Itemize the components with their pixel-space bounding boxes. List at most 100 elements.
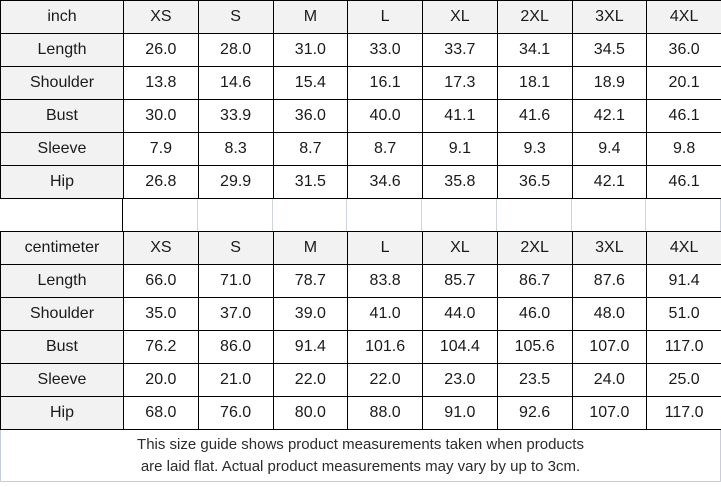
value-cell: 20.1 bbox=[646, 66, 721, 100]
value-cell: 28.0 bbox=[197, 33, 274, 67]
size-header-cell: 3XL bbox=[571, 0, 648, 34]
value-cell: 107.0 bbox=[571, 330, 648, 364]
value-cell: 34.1 bbox=[496, 33, 573, 67]
value-cell: 36.0 bbox=[646, 33, 721, 67]
value-cell: 80.0 bbox=[272, 396, 349, 430]
empty-cell bbox=[497, 199, 572, 231]
value-cell: 44.0 bbox=[422, 297, 498, 331]
value-cell: 22.0 bbox=[272, 363, 349, 397]
value-cell: 33.7 bbox=[422, 33, 498, 67]
value-cell: 91.4 bbox=[646, 264, 721, 298]
measurement-label-cell: Hip bbox=[0, 165, 124, 199]
size-header-cell: 2XL bbox=[496, 0, 573, 34]
size-header-cell: XL bbox=[422, 0, 498, 34]
value-cell: 41.6 bbox=[496, 99, 573, 133]
value-cell: 85.7 bbox=[422, 264, 498, 298]
value-cell: 24.0 bbox=[571, 363, 648, 397]
value-cell: 68.0 bbox=[123, 396, 199, 430]
table-row: Sleeve 7.9 8.3 8.7 8.7 9.1 9.3 9.4 9.8 bbox=[0, 132, 721, 166]
measurement-label-cell: Shoulder bbox=[0, 66, 124, 100]
size-header-cell: XS bbox=[123, 0, 199, 34]
value-cell: 39.0 bbox=[272, 297, 349, 331]
size-header-cell: 2XL bbox=[496, 231, 573, 265]
measurement-label-cell: Sleeve bbox=[0, 363, 124, 397]
value-cell: 88.0 bbox=[347, 396, 423, 430]
value-cell: 9.4 bbox=[571, 132, 648, 166]
value-cell: 26.8 bbox=[123, 165, 199, 199]
value-cell: 35.0 bbox=[123, 297, 199, 331]
table-row: Hip 26.8 29.9 31.5 34.6 35.8 36.5 42.1 4… bbox=[0, 165, 721, 199]
table-row: Sleeve 20.0 21.0 22.0 22.0 23.0 23.5 24.… bbox=[0, 363, 721, 397]
value-cell: 83.8 bbox=[347, 264, 423, 298]
measurement-label-cell: Hip bbox=[0, 396, 124, 430]
empty-row bbox=[0, 199, 721, 231]
size-header-cell: M bbox=[272, 0, 349, 34]
value-cell: 9.3 bbox=[496, 132, 573, 166]
value-cell: 117.0 bbox=[646, 396, 721, 430]
size-header-cell: XS bbox=[123, 231, 199, 265]
size-header-cell: XL bbox=[422, 231, 498, 265]
value-cell: 29.9 bbox=[197, 165, 274, 199]
value-cell: 87.6 bbox=[571, 264, 648, 298]
value-cell: 18.9 bbox=[571, 66, 648, 100]
table-row: Shoulder 13.8 14.6 15.4 16.1 17.3 18.1 1… bbox=[0, 66, 721, 100]
unit-header-cell: centimeter bbox=[0, 231, 124, 265]
size-header-cell: L bbox=[347, 231, 423, 265]
value-cell: 17.3 bbox=[422, 66, 498, 100]
size-header-cell: S bbox=[197, 231, 274, 265]
size-table-inch: inch XS S M L XL 2XL 3XL 4XL Length 26.0… bbox=[0, 0, 721, 199]
value-cell: 25.0 bbox=[646, 363, 721, 397]
value-cell: 46.1 bbox=[646, 165, 721, 199]
measurement-label-cell: Shoulder bbox=[0, 297, 124, 331]
size-header-cell: 3XL bbox=[571, 231, 648, 265]
empty-cell bbox=[347, 199, 422, 231]
measurement-label-cell: Length bbox=[0, 33, 124, 67]
empty-cell bbox=[422, 199, 497, 231]
size-header-cell: 4XL bbox=[646, 0, 721, 34]
size-header-cell: 4XL bbox=[646, 231, 721, 265]
size-header-cell: M bbox=[272, 231, 349, 265]
value-cell: 33.0 bbox=[347, 33, 423, 67]
value-cell: 86.0 bbox=[197, 330, 274, 364]
value-cell: 15.4 bbox=[272, 66, 349, 100]
value-cell: 36.0 bbox=[272, 99, 349, 133]
value-cell: 21.0 bbox=[197, 363, 274, 397]
value-cell: 13.8 bbox=[123, 66, 199, 100]
value-cell: 23.5 bbox=[496, 363, 573, 397]
value-cell: 34.5 bbox=[571, 33, 648, 67]
table-row: Length 26.0 28.0 31.0 33.0 33.7 34.1 34.… bbox=[0, 33, 721, 67]
value-cell: 36.5 bbox=[496, 165, 573, 199]
value-cell: 34.6 bbox=[347, 165, 423, 199]
value-cell: 105.6 bbox=[496, 330, 573, 364]
value-cell: 92.6 bbox=[496, 396, 573, 430]
table-row: Bust 30.0 33.9 36.0 40.0 41.1 41.6 42.1 … bbox=[0, 99, 721, 133]
measurement-label-cell: Length bbox=[0, 264, 124, 298]
value-cell: 104.4 bbox=[422, 330, 498, 364]
value-cell: 33.9 bbox=[197, 99, 274, 133]
value-cell: 66.0 bbox=[123, 264, 199, 298]
table-row: Hip 68.0 76.0 80.0 88.0 91.0 92.6 107.0 … bbox=[0, 396, 721, 430]
empty-cell bbox=[646, 199, 721, 231]
table-row: Bust 76.2 86.0 91.4 101.6 104.4 105.6 10… bbox=[0, 330, 721, 364]
empty-cell bbox=[123, 199, 198, 231]
empty-cell bbox=[198, 199, 273, 231]
header-row: inch XS S M L XL 2XL 3XL 4XL bbox=[0, 0, 721, 34]
size-header-cell: L bbox=[347, 0, 423, 34]
value-cell: 40.0 bbox=[347, 99, 423, 133]
value-cell: 51.0 bbox=[646, 297, 721, 331]
measurement-label-cell: Bust bbox=[0, 99, 124, 133]
value-cell: 23.0 bbox=[422, 363, 498, 397]
measurement-label-cell: Sleeve bbox=[0, 132, 124, 166]
empty-cell bbox=[0, 199, 123, 231]
value-cell: 22.0 bbox=[347, 363, 423, 397]
value-cell: 31.0 bbox=[272, 33, 349, 67]
value-cell: 78.7 bbox=[272, 264, 349, 298]
value-cell: 71.0 bbox=[197, 264, 274, 298]
value-cell: 8.3 bbox=[197, 132, 274, 166]
value-cell: 8.7 bbox=[272, 132, 349, 166]
value-cell: 9.1 bbox=[422, 132, 498, 166]
value-cell: 30.0 bbox=[123, 99, 199, 133]
value-cell: 48.0 bbox=[571, 297, 648, 331]
table-row: Length 66.0 71.0 78.7 83.8 85.7 86.7 87.… bbox=[0, 264, 721, 298]
